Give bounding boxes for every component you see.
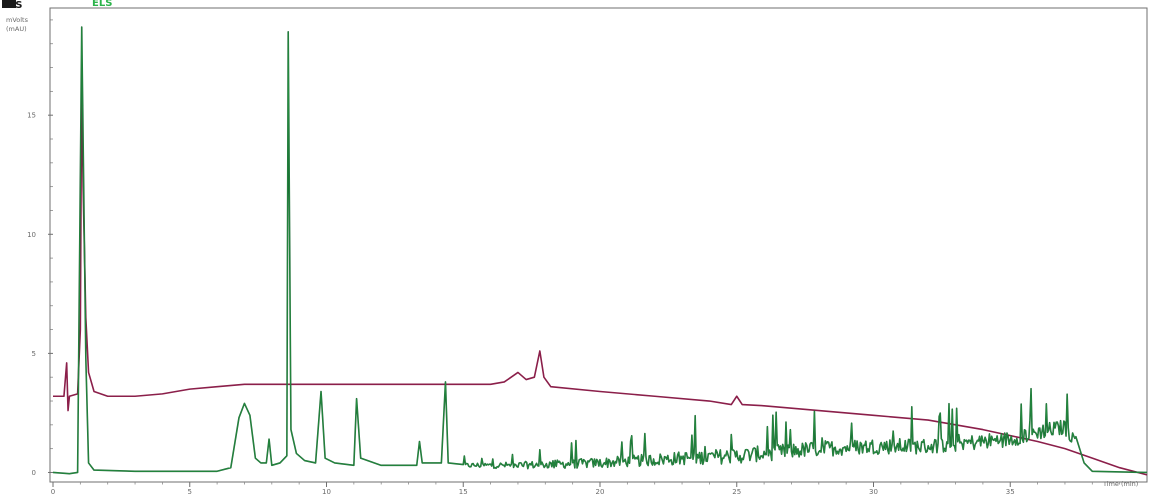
series-line-2-highlight: [52, 27, 1148, 474]
series-line-2: [52, 26, 1148, 475]
legend-swatch-1: [2, 0, 16, 8]
x-tick-label: 0: [51, 488, 55, 496]
x-tick-label: 35: [1006, 488, 1015, 496]
x-tick-label: 30: [869, 488, 878, 496]
x-tick-label: 15: [459, 488, 468, 496]
x-unit-label: Time (min): [1102, 480, 1138, 488]
x-tick-label: 20: [596, 488, 605, 496]
y-unit-line-2: (mAU): [6, 25, 27, 33]
axes: 0 5 10 15 20 25 30 35 0 5 10 15: [27, 19, 1121, 496]
legend-label-2: ELS: [92, 0, 112, 9]
series-line-1: [53, 71, 1148, 476]
y-unit-line-1: mVolts: [6, 16, 29, 24]
y-tick-label: 10: [27, 231, 36, 239]
x-tick-label: 5: [188, 488, 192, 496]
x-tick-label: 10: [322, 488, 331, 496]
plot-frame: [49, 7, 1148, 483]
series-group: [52, 26, 1148, 476]
x-tick-label: 25: [732, 488, 741, 496]
y-tick-label: 0: [32, 469, 36, 477]
y-tick-label: 5: [32, 350, 36, 358]
legend: ELS ELS: [2, 0, 112, 11]
y-tick-label: 15: [27, 112, 36, 120]
legend-label-1: ELS: [2, 0, 22, 11]
